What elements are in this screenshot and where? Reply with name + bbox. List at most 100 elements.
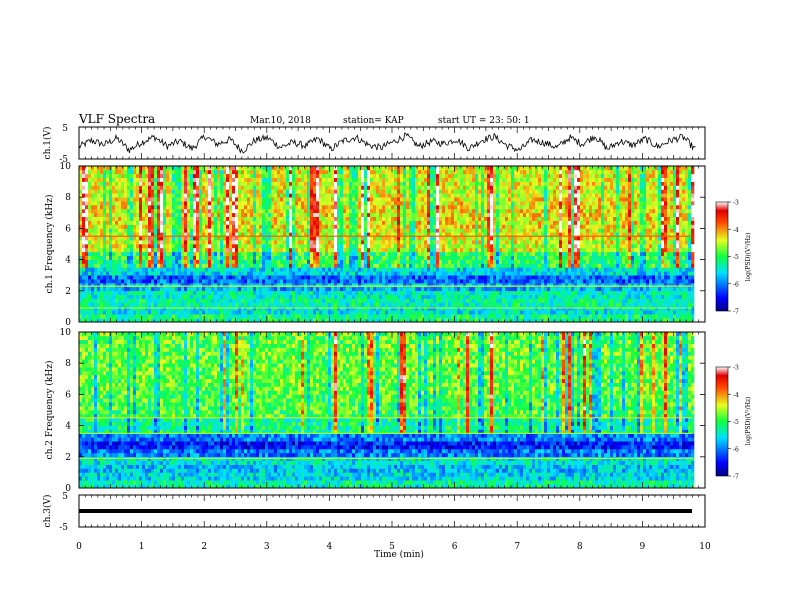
- spectrogram-cell: [376, 318, 380, 323]
- spectrogram-cell: [361, 181, 365, 186]
- spectrogram-cell: [139, 263, 143, 268]
- spectrogram-cell: [244, 212, 248, 217]
- spectrogram-cell: [418, 228, 422, 233]
- spectrogram-cell: [229, 244, 233, 249]
- spectrogram-cell: [373, 205, 377, 210]
- spectrogram-cell: [100, 263, 104, 268]
- spectrogram-cell: [133, 212, 137, 217]
- spectrogram-cell: [175, 185, 179, 190]
- spectrogram-cell: [247, 181, 251, 186]
- spectrogram-cell: [244, 220, 248, 225]
- spectrogram-cell: [169, 302, 173, 307]
- spectrogram-cell: [385, 286, 389, 292]
- spectrogram-cell: [391, 185, 395, 190]
- spectrogram-cell: [157, 212, 161, 217]
- spectrogram-cell: [313, 279, 317, 284]
- spectrogram-cell: [145, 212, 149, 217]
- spectrogram-cell: [388, 283, 392, 288]
- spectrogram-cell: [256, 166, 260, 171]
- spectrogram-cell: [310, 205, 314, 210]
- spectrogram-cell: [199, 251, 203, 256]
- spectrogram-cell: [115, 259, 119, 264]
- spectrogram-cell: [100, 244, 104, 249]
- spectrogram-cell: [196, 263, 200, 268]
- spectrogram-cell: [166, 240, 170, 245]
- spectrogram-cell: [133, 240, 137, 245]
- spectrogram-cell: [289, 314, 293, 319]
- spectrogram-cell: [274, 251, 278, 256]
- spectrogram-cell: [259, 286, 263, 292]
- spectrogram-cell: [343, 283, 347, 288]
- spectrogram-cell: [430, 318, 434, 323]
- spectrogram-cell: [136, 177, 140, 182]
- spectrogram-cell: [130, 263, 134, 268]
- spectrogram-cell: [349, 247, 353, 253]
- spectrogram-cell: [409, 283, 413, 288]
- spectrogram-cell: [118, 236, 122, 241]
- spectrogram-cell: [190, 290, 194, 295]
- spectrogram-cell: [169, 298, 173, 303]
- spectrogram-cell: [163, 283, 167, 288]
- spectrogram-cell: [337, 189, 341, 194]
- spectrogram-cell: [373, 290, 377, 295]
- spectrogram-cell: [298, 263, 302, 268]
- spectrogram-cell: [307, 279, 311, 284]
- spectrogram-cell: [262, 251, 266, 256]
- spectrogram-cell: [271, 298, 275, 303]
- spectrogram-cell: [382, 224, 386, 229]
- spectrogram-cell: [430, 177, 434, 182]
- spectrogram-cell: [187, 189, 191, 194]
- spectrogram-cell: [172, 294, 176, 299]
- spectrogram-cell: [187, 271, 191, 276]
- spectrogram-cell: [301, 259, 305, 264]
- spectrogram-cell: [349, 232, 353, 237]
- spectrogram-cell: [166, 208, 170, 214]
- spectrogram-cell: [334, 263, 338, 268]
- spectrogram-cell: [433, 314, 437, 319]
- spectrogram-cell: [403, 177, 407, 182]
- spectrogram-cell: [346, 271, 350, 276]
- spectrogram-cell: [94, 302, 98, 307]
- spectrogram-cell: [373, 181, 377, 186]
- spectrogram-cell: [418, 294, 422, 299]
- spectrogram-cell: [223, 169, 227, 175]
- spectrogram-cell: [139, 283, 143, 288]
- spectrogram-cell: [163, 318, 167, 323]
- spectrogram-cell: [280, 185, 284, 190]
- spectrogram-cell: [301, 318, 305, 323]
- spectrogram-cell: [208, 251, 212, 256]
- spectrogram-cell: [304, 318, 308, 323]
- spectrogram-cell: [208, 298, 212, 303]
- spectrogram-cell: [82, 173, 86, 178]
- spectrogram-cell: [220, 240, 224, 245]
- spectrogram-cell: [148, 302, 152, 307]
- spectrogram-cell: [127, 294, 131, 299]
- spectrogram-cell: [418, 173, 422, 178]
- spectrogram-cell: [292, 286, 296, 292]
- spectrogram-cell: [400, 236, 404, 241]
- spectrogram-cell: [382, 298, 386, 303]
- spectrogram-cell: [418, 224, 422, 229]
- spectrogram-cell: [136, 247, 140, 253]
- spectrogram-cell: [301, 251, 305, 256]
- spectrogram-cell: [325, 232, 329, 237]
- spectrogram-cell: [103, 244, 107, 249]
- spectrogram-cell: [343, 166, 347, 171]
- spectrogram-cell: [430, 247, 434, 253]
- spectrogram-cell: [232, 318, 236, 323]
- spectrogram-cell: [196, 177, 200, 182]
- spectrogram-cell: [130, 169, 134, 175]
- spectrogram-cell: [253, 224, 257, 229]
- spectrogram-cell: [361, 275, 365, 280]
- spectrogram-cell: [292, 310, 296, 315]
- spectrogram-cell: [307, 228, 311, 233]
- spectrogram-cell: [124, 205, 128, 210]
- spectrogram-cell: [355, 212, 359, 217]
- spectrogram-cell: [238, 201, 242, 206]
- spectrogram-cell: [277, 247, 281, 253]
- spectrogram-cell: [310, 208, 314, 214]
- spectrogram-cell: [184, 205, 188, 210]
- spectrogram-cell: [238, 185, 242, 190]
- spectrogram-cell: [301, 216, 305, 221]
- spectrogram-cell: [346, 169, 350, 175]
